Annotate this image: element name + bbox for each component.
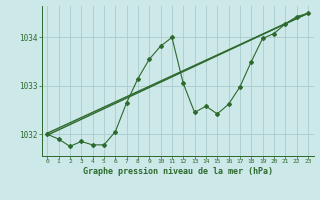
X-axis label: Graphe pression niveau de la mer (hPa): Graphe pression niveau de la mer (hPa): [83, 167, 273, 176]
